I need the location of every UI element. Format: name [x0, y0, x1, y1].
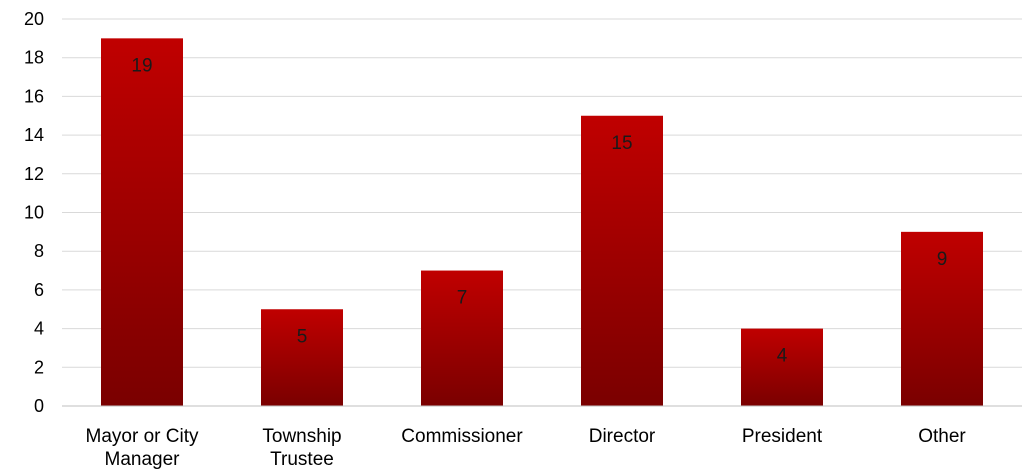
y-tick-label: 10	[24, 203, 44, 223]
y-tick-label: 18	[24, 48, 44, 68]
bar	[581, 115, 663, 406]
x-category-label: Mayor or City	[86, 426, 199, 447]
data-label: 4	[777, 346, 788, 367]
y-axis-ticks: 0 2 4 6 8 10 12 14 16 18 20	[24, 9, 44, 416]
x-category-label: Commissioner	[401, 426, 523, 447]
bar	[901, 231, 983, 406]
y-tick-label: 0	[34, 396, 44, 416]
y-tick-label: 4	[34, 319, 44, 339]
x-category-label: Director	[589, 426, 656, 447]
x-category-label: Other	[918, 426, 966, 447]
x-category-label: President	[742, 426, 823, 447]
bar	[421, 270, 503, 406]
bar	[101, 38, 183, 406]
y-tick-label: 8	[34, 241, 44, 261]
y-tick-label: 12	[24, 164, 44, 184]
y-tick-label: 16	[24, 86, 44, 106]
data-label: 15	[611, 133, 632, 154]
data-labels: 19 5 7 15 4 9	[131, 55, 947, 366]
bar	[741, 328, 823, 406]
data-label: 7	[457, 288, 468, 309]
gridlines	[62, 18, 1022, 368]
y-tick-label: 2	[34, 357, 44, 377]
x-category-label: Trustee	[270, 449, 334, 470]
y-tick-label: 6	[34, 280, 44, 300]
y-tick-label: 14	[24, 125, 44, 145]
bar	[261, 309, 343, 406]
bars	[101, 38, 983, 406]
data-label: 19	[131, 55, 152, 76]
data-label: 9	[937, 249, 948, 270]
y-tick-label: 20	[24, 9, 44, 29]
x-category-label: Township	[262, 426, 341, 447]
x-category-label: Manager	[105, 449, 181, 470]
data-label: 5	[297, 326, 308, 347]
